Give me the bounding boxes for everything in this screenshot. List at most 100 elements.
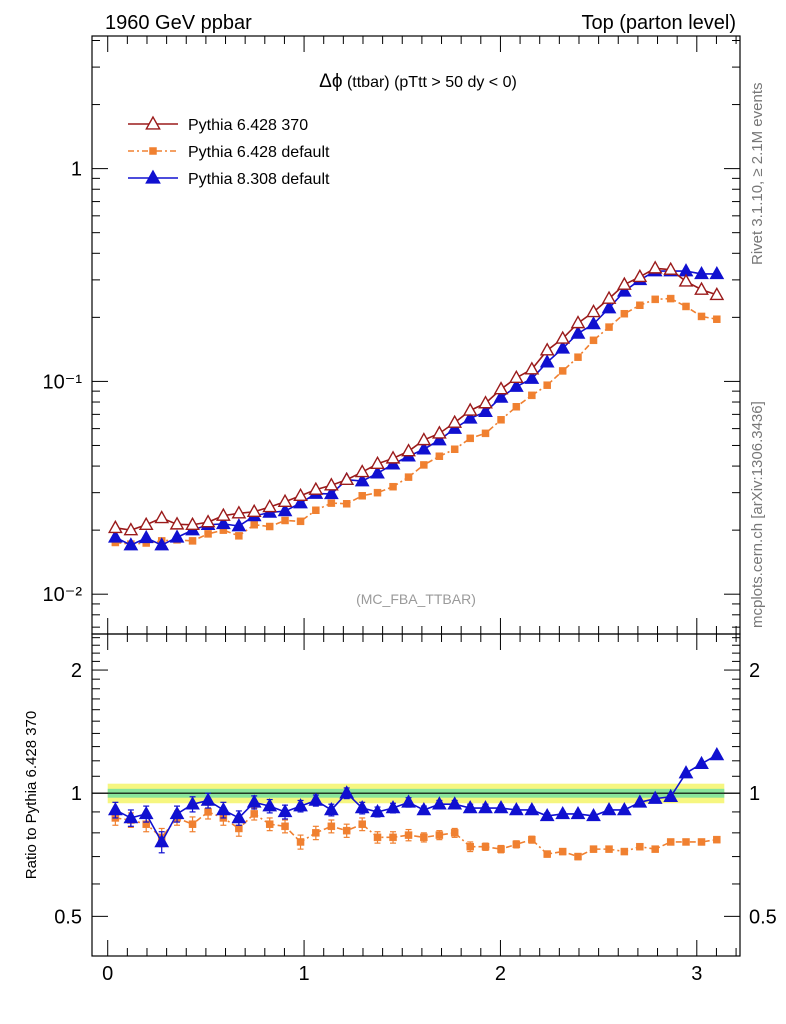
ratio-y-tick-label: 1: [71, 783, 82, 805]
data-point: [586, 316, 601, 330]
data-point: [188, 537, 197, 545]
ratio-data-point: [570, 805, 586, 820]
main-axis-ticks: 1 10⁻¹ 10⁻²: [43, 36, 740, 634]
data-point: [589, 336, 598, 345]
series-2: [107, 263, 725, 551]
ratio-panel: 2 2 1 1 0.5 0.5 Ratio to Pythia 6.428 370: [23, 633, 777, 957]
ratio-data-point: [508, 802, 524, 816]
data-point: [370, 455, 385, 470]
ratio-series-line: [115, 754, 718, 844]
ratio-data-point: [169, 805, 185, 820]
ratio-frame: [91, 633, 741, 957]
ratio-data-point: [188, 820, 197, 828]
data-point: [354, 464, 370, 478]
y-tick-label: 10⁻²: [43, 584, 83, 606]
ratio-data-point: [447, 796, 463, 810]
legend: Pythia 6.428 370 Pythia 6.428 default Pyth…: [128, 115, 330, 188]
data-point: [558, 367, 567, 375]
data-point: [694, 281, 709, 295]
data-point: [231, 518, 247, 532]
data-point: [342, 500, 351, 508]
ratio-data-point: [431, 796, 447, 810]
x-tick-label: 1: [299, 963, 310, 985]
x-tick-label: 2: [495, 963, 506, 985]
data-point: [235, 532, 243, 540]
data-point: [327, 499, 336, 507]
data-point: [528, 391, 536, 400]
ratio-data-point: [558, 847, 567, 856]
data-point: [262, 499, 278, 513]
ratio-data-point: [420, 833, 428, 842]
data-point: [620, 309, 629, 318]
data-point: [462, 410, 478, 424]
ratio-data-point: [574, 852, 582, 861]
data-point: [215, 507, 231, 521]
data-point: [312, 506, 320, 515]
data-point: [138, 529, 154, 544]
ratio-data-point: [250, 810, 258, 818]
ratio-data-point: [543, 850, 551, 858]
header-left: 1960 GeV ppbar: [105, 12, 252, 34]
data-point: [204, 530, 212, 538]
data-point: [107, 529, 123, 543]
ratio-data-point: [246, 794, 262, 808]
data-point: [539, 342, 555, 356]
data-point: [123, 537, 139, 551]
x-tick-label: 3: [691, 963, 702, 985]
series-line: [115, 297, 717, 545]
data-point: [281, 516, 289, 525]
ratio-data-point: [601, 802, 617, 816]
data-point: [497, 416, 505, 424]
data-point: [354, 473, 370, 487]
series-1: [111, 294, 721, 548]
legend-entry-2: Pythia 8.308 default: [128, 169, 330, 188]
data-point: [512, 403, 521, 411]
data-point: [107, 519, 123, 534]
data-point: [370, 465, 385, 479]
data-point: [543, 381, 551, 389]
data-point: [694, 265, 709, 280]
data-point: [416, 432, 432, 446]
mcplots-label: mcplots.cern.ch [arXiv:1306.3436]: [749, 401, 766, 628]
ratio-data-point: [385, 800, 401, 814]
data-point: [435, 452, 444, 460]
ratio-data-point: [497, 845, 505, 853]
data-point: [709, 286, 725, 301]
data-point: [215, 515, 231, 530]
ratio-data-point: [466, 842, 474, 851]
ratio-data-point: [215, 802, 231, 816]
ratio-data-point: [694, 755, 709, 770]
ratio-y-tick-label-right: 1: [749, 783, 760, 805]
data-point: [185, 516, 200, 531]
ratio-data-point: [478, 800, 493, 814]
data-point: [632, 268, 648, 283]
data-point: [508, 369, 524, 384]
ratio-data-point: [620, 847, 629, 856]
main-series-group: [107, 260, 725, 551]
x-tick-labels: 0 1 2 3: [102, 963, 702, 985]
legend-marker: [149, 147, 157, 155]
ratio-data-point: [416, 802, 432, 816]
data-point: [462, 402, 478, 416]
ratio-data-point: [678, 765, 694, 779]
ratio-data-point: [709, 747, 725, 761]
data-point: [508, 378, 524, 392]
data-point: [647, 260, 663, 274]
data-point: [277, 493, 293, 507]
ratio-data-point: [663, 788, 679, 803]
data-point: [478, 403, 493, 418]
data-point: [200, 514, 216, 528]
data-point: [616, 276, 632, 290]
ratio-data-point: [697, 838, 706, 846]
data-point: [601, 300, 617, 314]
ratio-data-point: [204, 808, 212, 816]
ratio-data-point: [373, 833, 382, 842]
data-point: [385, 450, 401, 464]
ratio-y-tick-label-right: 0.5: [749, 906, 777, 928]
data-point: [678, 273, 694, 287]
ratio-data-point: [555, 805, 571, 820]
data-point: [636, 301, 644, 309]
data-point: [293, 495, 308, 509]
data-point: [666, 294, 675, 303]
ratio-data-point: [308, 792, 324, 806]
